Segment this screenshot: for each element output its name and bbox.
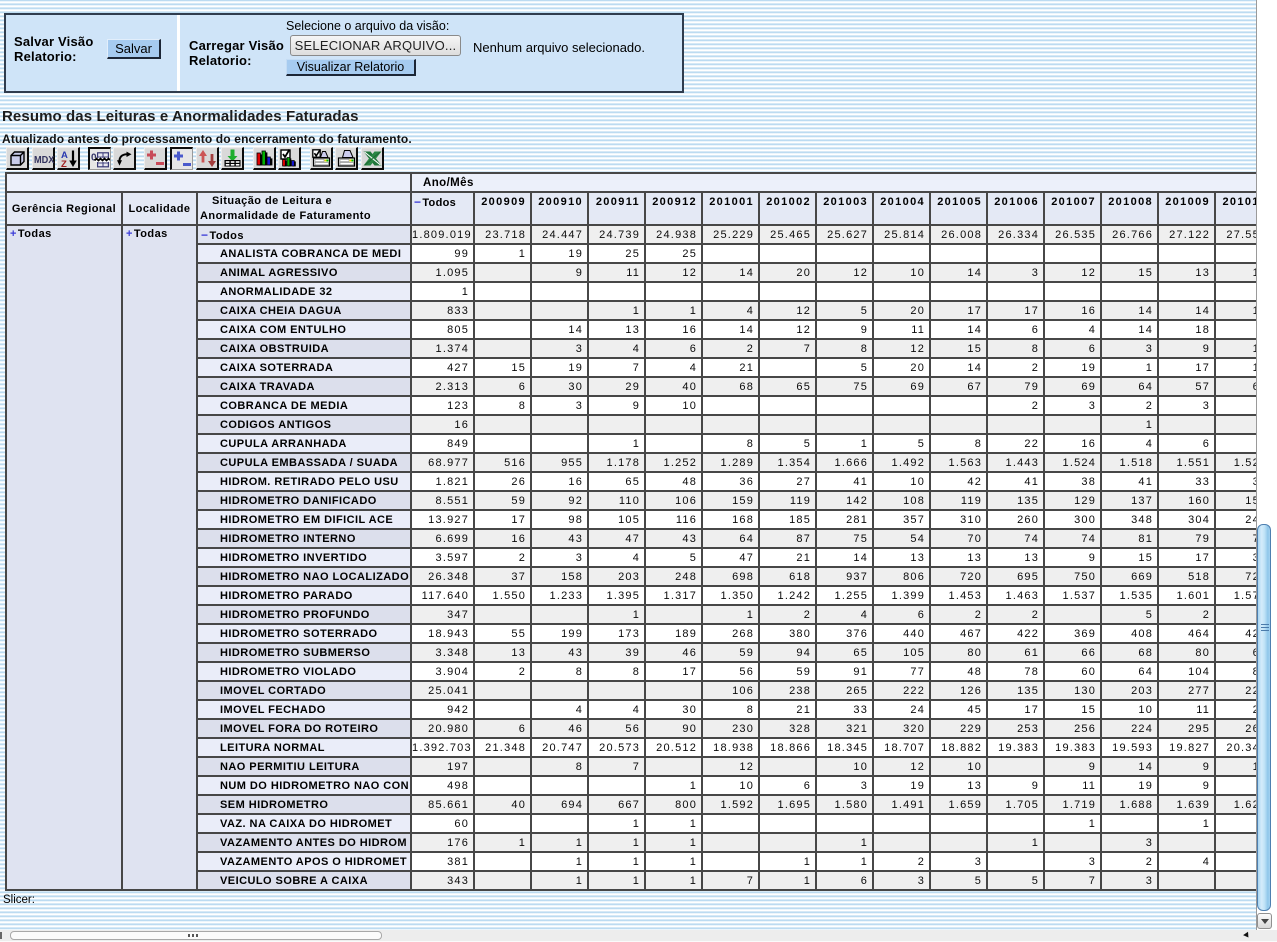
svg-text:Z: Z — [61, 159, 67, 168]
svg-text:0: 0 — [91, 153, 97, 164]
svg-text:A: A — [61, 150, 68, 161]
